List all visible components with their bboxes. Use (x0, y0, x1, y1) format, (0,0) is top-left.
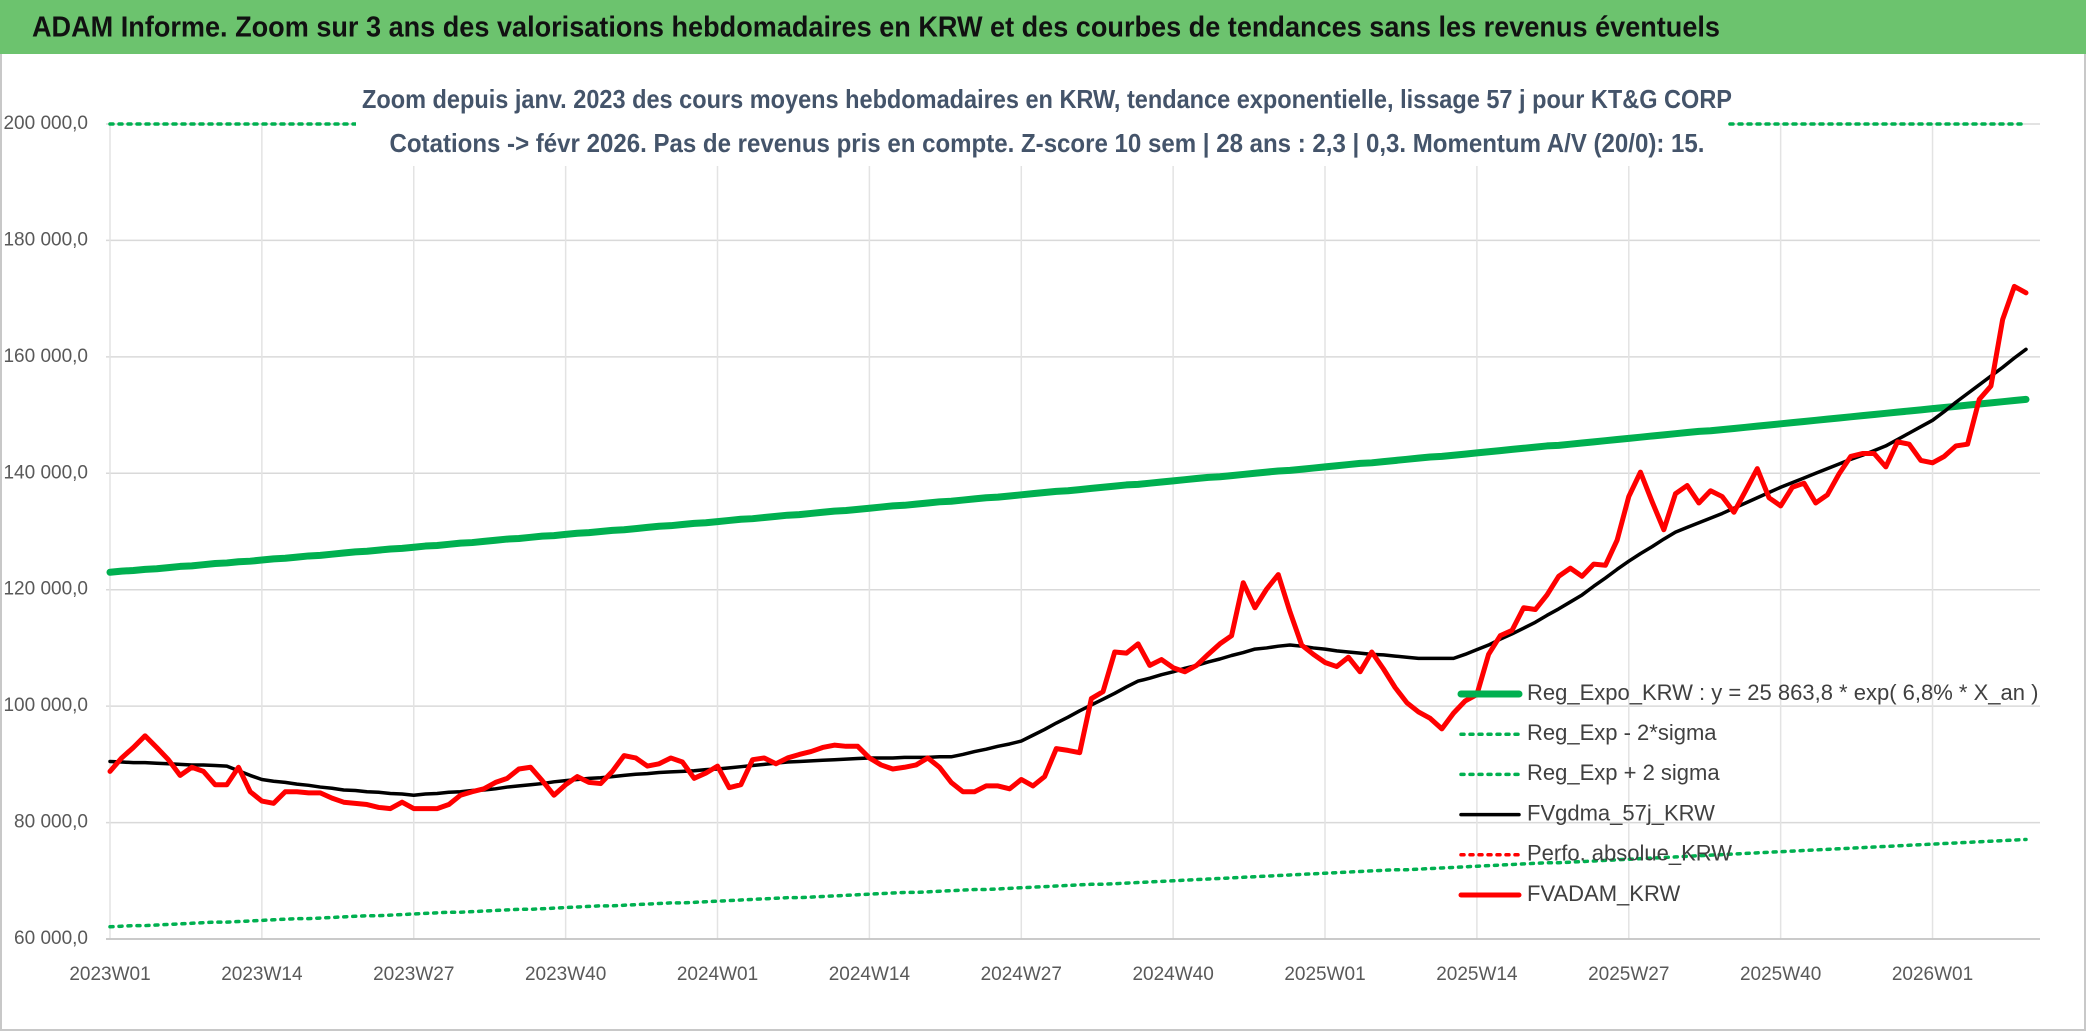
y-tick-label: 180 000,0 (3, 229, 88, 250)
axes: 60 000,0 80 000,0 100 000,0 120 000,0 140 00… (3, 113, 2040, 985)
x-tick-label: 2023W01 (69, 964, 150, 985)
x-tick-label: 2023W14 (221, 964, 303, 985)
series-line (106, 395, 2030, 576)
x-tick-label: 2024W40 (1132, 964, 1213, 985)
y-tick-label: 60 000,0 (14, 928, 88, 949)
series-line (108, 837, 2028, 929)
x-tick-label: 2024W01 (677, 964, 758, 985)
legend-label: Perfo. absolue_KRW (1527, 841, 1732, 866)
series-line (108, 347, 2028, 797)
x-tick-label: 2025W01 (1284, 964, 1365, 985)
x-tick-label: 2025W27 (1588, 964, 1669, 985)
header-bar (0, 0, 2086, 54)
x-tick-label: 2025W14 (1436, 964, 1518, 985)
x-tick-label: 2025W40 (1740, 964, 1821, 985)
chart-subtitle: Cotations -> févr 2026. Pas de revenus p… (390, 128, 1705, 158)
legend: Reg_Expo_KRW : y = 25 863,8 * exp( 6,8% … (1457, 680, 2038, 906)
grid (106, 123, 2040, 940)
x-tick-label: 2023W40 (525, 964, 606, 985)
y-tick-label: 140 000,0 (3, 462, 88, 483)
y-tick-label: 120 000,0 (3, 579, 88, 600)
y-tick-label: 200 000,0 (3, 113, 88, 134)
legend-label: Reg_Expo_KRW : y = 25 863,8 * exp( 6,8% … (1527, 680, 2038, 705)
x-tick-label: 2024W27 (981, 964, 1062, 985)
legend-label: FVgdma_57j_KRW (1527, 800, 1715, 825)
chart-title: Zoom depuis janv. 2023 des cours moyens … (362, 84, 1732, 114)
x-tick-label: 2023W27 (373, 964, 454, 985)
series-line (107, 283, 2029, 812)
header-title: ADAM Informe. Zoom sur 3 ans des valoris… (32, 12, 1720, 44)
title-background (356, 80, 1728, 166)
x-tick-label: 2026W01 (1892, 964, 1973, 985)
y-tick-label: 80 000,0 (14, 812, 88, 833)
y-tick-label: 100 000,0 (3, 695, 88, 716)
legend-label: Reg_Exp + 2 sigma (1527, 760, 1720, 785)
x-tick-label: 2024W14 (829, 964, 911, 985)
legend-label: FVADAM_KRW (1527, 881, 1680, 906)
legend-label: Reg_Exp - 2*sigma (1527, 720, 1717, 745)
y-tick-label: 160 000,0 (3, 346, 88, 367)
